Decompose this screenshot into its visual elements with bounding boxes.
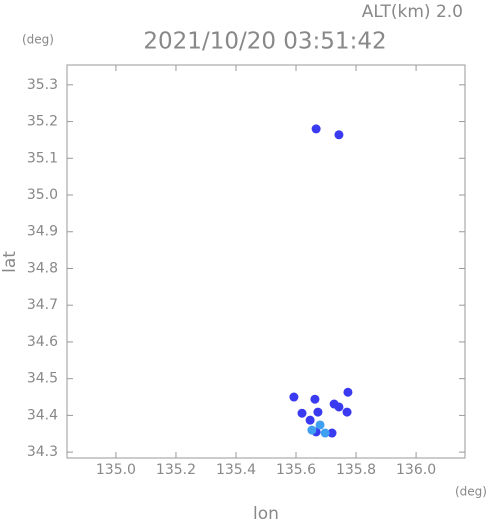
x-tick-label: 135.4	[216, 462, 256, 478]
echo-cell	[307, 425, 317, 435]
plot-frame	[66, 64, 466, 459]
echo-cell	[311, 124, 321, 134]
x-tick-label: 135.8	[336, 462, 376, 478]
echo-cell	[342, 407, 352, 417]
y-tick-label: 34.3	[27, 444, 58, 460]
x-tick-label: 135.0	[96, 462, 136, 478]
echo-cell	[334, 402, 344, 412]
y-tick-label: 35.0	[27, 187, 58, 203]
echo-cell	[305, 415, 315, 425]
y-tick-label: 34.9	[27, 224, 58, 240]
y-tick-label: 34.7	[27, 297, 58, 313]
y-tick-label: 35.2	[27, 114, 58, 130]
y-tick-label: 34.5	[27, 371, 58, 387]
echo-cell	[327, 428, 337, 438]
echo-cell	[297, 408, 307, 418]
echo-cell	[289, 392, 299, 402]
echo-cell	[313, 407, 323, 417]
altitude-label: ALT(km) 2.0	[362, 2, 463, 22]
echo-cell	[320, 428, 330, 438]
x-axis-label: lon	[253, 504, 279, 521]
y-axis-label: lat	[0, 251, 20, 273]
y-tick-label: 35.1	[27, 150, 58, 166]
y-tick-label: 34.6	[27, 334, 58, 350]
x-tick-label: 135.2	[156, 462, 196, 478]
echo-cell	[310, 394, 320, 404]
y-tick-label: 34.8	[27, 260, 58, 276]
chart-title: 2021/10/20 03:51:42	[143, 29, 386, 55]
x-unit: (deg)	[455, 485, 487, 499]
echo-cell	[315, 420, 325, 430]
x-tick-label: 136.0	[396, 462, 436, 478]
echo-cell	[334, 130, 344, 140]
y-tick-label: 34.4	[27, 407, 58, 423]
y-tick-label: 35.3	[27, 77, 58, 93]
y-unit: (deg)	[22, 33, 54, 47]
x-tick-label: 135.6	[276, 462, 316, 478]
echo-cell	[343, 387, 353, 397]
